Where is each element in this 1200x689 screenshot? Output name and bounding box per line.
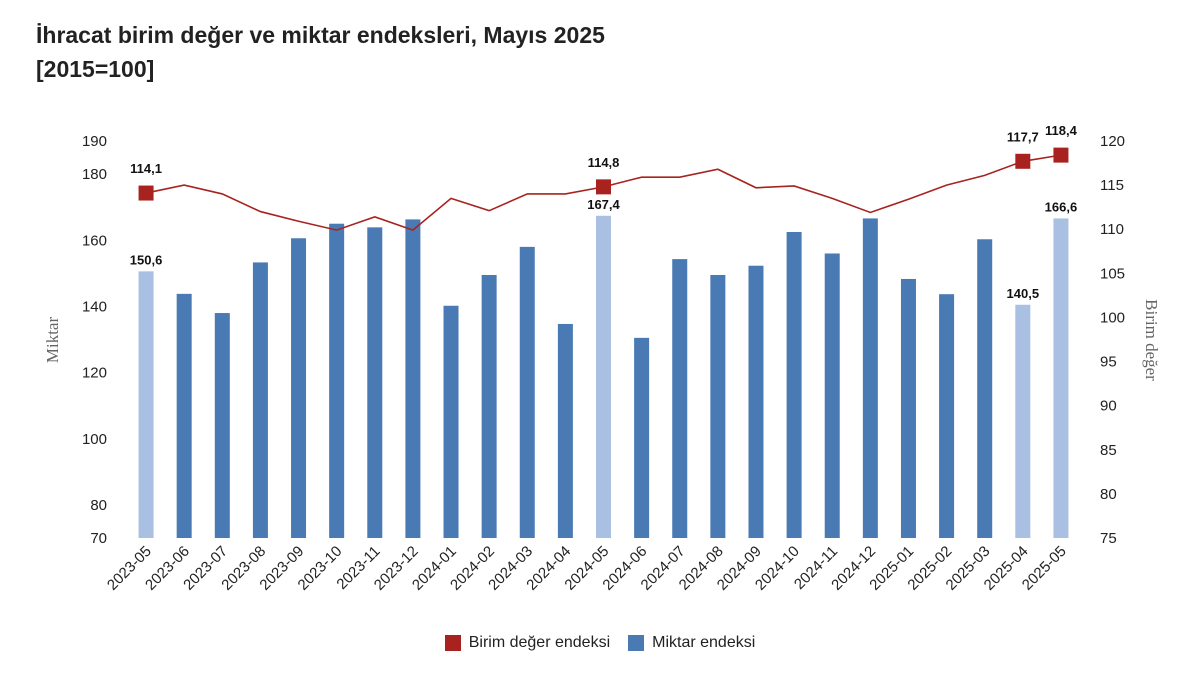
legend-label-birim-deger: Birim değer endeksi: [468, 634, 611, 651]
marker-2025-05: [1053, 147, 1069, 163]
y-right-tick-105: 105: [1100, 265, 1125, 282]
bar-2024-03: [519, 246, 535, 538]
legend-label-miktar: Miktar endeksi: [652, 634, 756, 651]
line-label-2025-04: 117,7: [1007, 129, 1039, 144]
bar-2024-05: [596, 215, 611, 539]
y-right-tick-80: 80: [1100, 486, 1117, 503]
bar-2023-06: [176, 293, 192, 538]
y-right-tick-85: 85: [1100, 442, 1117, 459]
line-label-2025-05: 118,4: [1045, 123, 1078, 138]
y-left-axis-title: Miktar: [43, 317, 62, 364]
y-left-tick-70: 70: [90, 530, 107, 547]
bar-2024-11: [824, 253, 840, 538]
line-label-2023-05: 114,1: [130, 161, 162, 176]
bar-2024-08: [710, 274, 726, 538]
bar-2024-10: [786, 231, 802, 538]
y-right-tick-120: 120: [1100, 133, 1125, 150]
y-left-tick-190: 190: [82, 133, 107, 150]
y-right-tick-95: 95: [1100, 354, 1117, 371]
bar-2025-04: [1015, 304, 1031, 538]
y-right-tick-75: 75: [1100, 530, 1117, 547]
legend: Birim değer endeksi Miktar endeksi: [0, 634, 1200, 652]
bar-2023-08: [252, 262, 268, 538]
marker-2024-05: [596, 179, 611, 195]
bar-2024-09: [748, 265, 764, 538]
bar-2025-05: [1053, 218, 1069, 539]
marker-2023-05: [138, 185, 154, 201]
y-left-tick-160: 160: [82, 232, 107, 249]
marker-2025-04: [1015, 153, 1031, 169]
legend-swatch-birim-deger: [444, 635, 461, 651]
y-right-axis-title: Birim değer: [1142, 299, 1161, 381]
bar-label-2025-04: 140,5: [1007, 286, 1040, 301]
bar-2025-02: [939, 294, 955, 538]
bar-2025-01: [900, 278, 916, 538]
y-right-tick-110: 110: [1100, 221, 1124, 238]
bar-2024-12: [862, 218, 878, 539]
y-left-tick-180: 180: [82, 166, 107, 183]
bar-label-2024-05: 167,4: [587, 197, 620, 212]
bar-2024-04: [557, 323, 573, 538]
chart-title: İhracat birim değer ve miktar endeksleri…: [36, 18, 605, 86]
bar-label-2025-05: 166,6: [1045, 199, 1078, 214]
bar-2023-10: [329, 223, 345, 539]
bar-label-2023-05: 150,6: [130, 252, 163, 267]
bar-2023-07: [214, 313, 230, 538]
y-left-tick-80: 80: [90, 497, 107, 514]
bar-2024-02: [481, 274, 497, 538]
bar-2023-09: [291, 238, 307, 538]
bar-2023-05: [138, 271, 154, 538]
y-left-tick-140: 140: [82, 298, 107, 315]
bar-2025-03: [977, 239, 993, 538]
legend-item-birim-deger: Birim değer endeksi: [444, 634, 611, 652]
y-right-tick-115: 115: [1100, 177, 1124, 194]
bar-2023-12: [405, 219, 421, 538]
legend-swatch-miktar: [628, 635, 645, 651]
bar-2023-11: [367, 227, 383, 538]
legend-item-miktar: Miktar endeksi: [628, 634, 755, 652]
y-left-tick-120: 120: [82, 365, 107, 382]
chart-title-line1: İhracat birim değer ve miktar endeksleri…: [36, 22, 605, 48]
bar-2024-07: [672, 259, 688, 538]
y-right-tick-100: 100: [1100, 309, 1125, 326]
y-left-tick-100: 100: [82, 431, 107, 448]
line-label-2024-05: 114,8: [588, 155, 620, 170]
chart-title-line2: [2015=100]: [36, 56, 155, 82]
y-right-tick-90: 90: [1100, 398, 1117, 415]
bar-2024-01: [443, 305, 459, 538]
bar-2024-06: [634, 337, 650, 538]
